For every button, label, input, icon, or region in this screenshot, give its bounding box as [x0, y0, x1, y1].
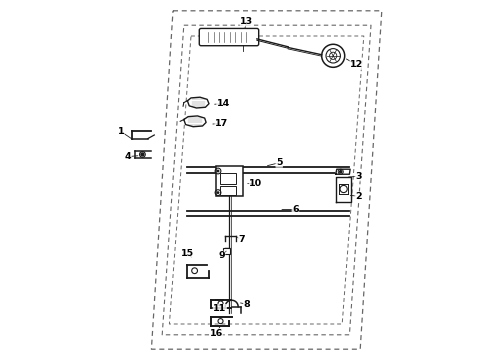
- Circle shape: [217, 170, 220, 172]
- Bar: [216, 166, 243, 196]
- Circle shape: [217, 191, 220, 194]
- Bar: [223, 248, 230, 254]
- Text: 13: 13: [240, 17, 253, 26]
- Polygon shape: [187, 97, 209, 108]
- Text: 5: 5: [276, 158, 282, 167]
- Text: 6: 6: [292, 205, 299, 214]
- Text: 3: 3: [355, 172, 362, 181]
- Text: 17: 17: [215, 119, 228, 128]
- Bar: [220, 186, 236, 195]
- Text: 9: 9: [218, 251, 225, 260]
- FancyBboxPatch shape: [199, 28, 259, 46]
- Polygon shape: [336, 169, 350, 174]
- Text: 14: 14: [217, 99, 230, 108]
- Text: 2: 2: [355, 192, 362, 201]
- Polygon shape: [336, 177, 351, 202]
- Text: 4: 4: [124, 152, 131, 161]
- Text: 10: 10: [249, 179, 262, 188]
- Text: 16: 16: [210, 328, 223, 338]
- Text: 1: 1: [118, 127, 124, 136]
- Circle shape: [321, 44, 345, 67]
- Bar: [220, 173, 236, 184]
- Text: 11: 11: [213, 305, 226, 313]
- Polygon shape: [184, 116, 206, 127]
- Circle shape: [141, 153, 144, 156]
- Text: 15: 15: [181, 249, 194, 258]
- Text: 8: 8: [244, 300, 250, 309]
- Text: 12: 12: [350, 60, 363, 69]
- Circle shape: [340, 171, 342, 173]
- Text: 7: 7: [238, 235, 245, 244]
